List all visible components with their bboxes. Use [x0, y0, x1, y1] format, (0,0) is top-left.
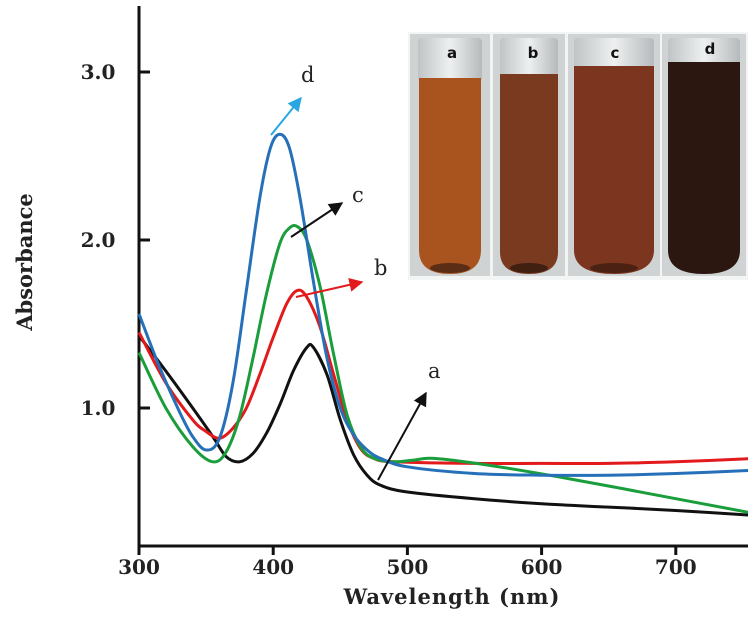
tube-c-label: c	[611, 44, 620, 62]
series-b-label: b	[374, 256, 387, 280]
tube-d-label: d	[705, 40, 716, 58]
y-axis-title: Absorbance	[12, 193, 37, 332]
x-tick-label-500: 500	[387, 555, 429, 579]
inset-photo: a b c d	[408, 32, 748, 280]
series-c-line	[137, 223, 748, 514]
tube-a-label: a	[447, 44, 457, 62]
y-tick-label-2.0: 2.0	[81, 228, 116, 252]
tube-c: c	[568, 34, 660, 276]
series-b-line	[137, 288, 748, 466]
tube-d: d	[662, 34, 746, 276]
series-c-label: c	[352, 183, 364, 207]
x-tick-label-600: 600	[521, 555, 563, 579]
x-tick-label-400: 400	[252, 555, 294, 579]
tube-b-label: b	[528, 44, 539, 62]
x-tick-label-300: 300	[118, 555, 160, 579]
arrow-b	[295, 277, 364, 298]
tube-b: b	[493, 34, 565, 276]
series-lines	[137, 132, 748, 517]
y-tick-label-1.0: 1.0	[81, 396, 116, 420]
arrow-a	[377, 391, 427, 481]
arrow-d	[270, 96, 302, 136]
tube-a: a	[410, 34, 490, 276]
y-tick-label-3.0: 3.0	[81, 60, 116, 84]
series-d-line	[137, 132, 748, 477]
series-a-line	[137, 334, 748, 517]
arrow-c	[290, 202, 344, 238]
series-d-label: d	[301, 63, 314, 87]
series-a-label: a	[428, 359, 441, 383]
x-axis-title: Wavelength (nm)	[343, 584, 561, 609]
x-tick-label-700: 700	[655, 555, 697, 579]
axis-ticks: 300 400 500 600 700 1.0 2.0 3.0	[81, 60, 697, 579]
